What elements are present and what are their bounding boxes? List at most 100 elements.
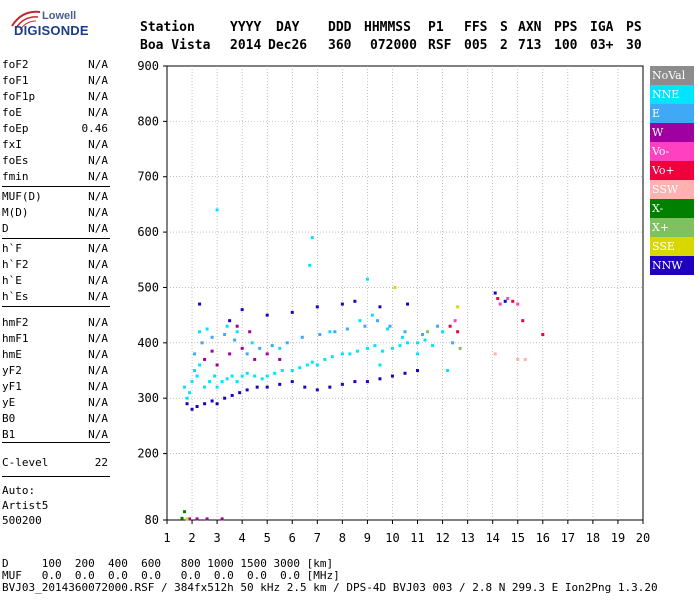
param-label: foEs — [2, 154, 29, 167]
param-row: hmE N/A — [2, 348, 108, 364]
param-row: foEs N/A — [2, 154, 108, 170]
data-point-nne — [355, 349, 359, 353]
x-tick-label: 3 — [213, 531, 220, 545]
data-point-nnw — [185, 402, 189, 406]
y-tick-label: 800 — [137, 114, 159, 128]
data-point-vo- — [456, 330, 460, 334]
param-label: hmE — [2, 348, 22, 361]
x-tick-label: 7 — [314, 531, 321, 545]
param-label: foF2 — [2, 58, 29, 71]
data-point-nnw — [390, 374, 394, 378]
param-row: h`E N/A — [2, 274, 108, 290]
param-label: h`F — [2, 242, 22, 255]
header-label: DDD — [328, 20, 352, 35]
autoscale-line: Auto: — [2, 484, 36, 497]
header-value: 30 — [626, 38, 642, 53]
data-point-nne — [390, 346, 394, 350]
param-value: N/A — [88, 316, 108, 329]
data-point-nne — [195, 374, 199, 378]
param-row: fxI N/A — [2, 138, 108, 154]
param-value: N/A — [88, 154, 108, 167]
data-point-w — [210, 349, 214, 353]
param-value: N/A — [88, 106, 108, 119]
x-tick-label: 12 — [435, 531, 449, 545]
x-tick-label: 15 — [511, 531, 525, 545]
data-point-nne — [235, 380, 239, 384]
param-row: yF1 N/A — [2, 380, 108, 396]
param-value: N/A — [88, 412, 108, 425]
data-point-nne — [250, 341, 254, 345]
data-point-nne — [215, 208, 219, 212]
data-point-nne — [423, 338, 427, 342]
data-point-e — [200, 341, 204, 345]
x-tick-label: 4 — [239, 531, 246, 545]
data-point-vo- — [448, 324, 452, 328]
param-label: fxI — [2, 138, 22, 151]
data-point-w — [195, 517, 199, 521]
data-point-nne — [265, 374, 269, 378]
param-separator — [2, 186, 110, 187]
data-point-nnw — [340, 382, 344, 386]
data-point-nnw — [210, 399, 214, 403]
param-value: 0.46 — [81, 122, 109, 135]
data-point-w — [265, 352, 269, 356]
param-row: h`Es N/A — [2, 290, 108, 306]
footer-info: D 100 200 400 600 800 1000 1500 3000 [km… — [2, 558, 658, 594]
data-point-nnw — [353, 299, 357, 303]
data-point-nnw — [353, 380, 357, 384]
x-tick-label: 18 — [586, 531, 600, 545]
data-point-vo- — [498, 302, 502, 306]
data-point-nne — [208, 380, 212, 384]
param-label: yF2 — [2, 364, 22, 377]
legend-entry-x-: X+ — [650, 218, 694, 237]
data-point-e — [223, 333, 227, 337]
y-tick-label: 300 — [137, 391, 159, 405]
data-point-nnw — [278, 382, 282, 386]
data-point-ssw — [493, 352, 497, 356]
data-point-e — [318, 333, 322, 337]
data-point-sse — [393, 285, 397, 289]
header-value: 2 — [500, 38, 508, 53]
legend-entry-noval: NoVal — [650, 66, 694, 85]
data-point-nne — [446, 369, 450, 373]
legend-entry-w: W — [650, 123, 694, 142]
data-point-nne — [190, 380, 194, 384]
data-point-e — [421, 333, 425, 337]
param-label: B0 — [2, 412, 16, 425]
data-point-nne — [330, 355, 334, 359]
x-tick-label: 13 — [460, 531, 474, 545]
data-point-nne — [400, 335, 404, 339]
data-point-nne — [340, 352, 344, 356]
x-tick-label: 11 — [410, 531, 424, 545]
data-point-x- — [180, 516, 184, 520]
x-tick-label: 20 — [636, 531, 650, 545]
data-point-nne — [323, 357, 327, 361]
param-row: foEp 0.46 — [2, 122, 108, 138]
x-tick-label: 6 — [289, 531, 296, 545]
y-tick-label: 900 — [137, 59, 159, 73]
data-point-nne — [213, 374, 217, 378]
param-label: D — [2, 222, 9, 235]
data-point-nnw — [328, 385, 332, 389]
file-info-row: BVJ03_2014360072000.RSF / 384fx512h 50 k… — [2, 581, 658, 594]
data-point-x- — [426, 330, 430, 334]
legend-entry-nne: NNE — [650, 85, 694, 104]
data-point-w — [240, 346, 244, 350]
data-point-nne — [373, 344, 377, 348]
param-value: N/A — [88, 274, 108, 287]
x-tick-label: 5 — [264, 531, 271, 545]
header-label: YYYY — [230, 20, 262, 35]
data-point-nne — [298, 366, 302, 370]
y-tick-label: 500 — [137, 280, 159, 294]
param-value: N/A — [88, 258, 108, 271]
data-point-w — [248, 330, 252, 334]
header-value: RSF — [428, 38, 452, 53]
x-tick-label: 2 — [188, 531, 195, 545]
x-tick-label: 16 — [536, 531, 550, 545]
y-tick-label: 200 — [137, 447, 159, 461]
param-label: C-level — [2, 456, 49, 469]
param-value: N/A — [88, 242, 108, 255]
param-label: foE — [2, 106, 22, 119]
data-point-nnw — [238, 391, 242, 395]
data-point-nne — [398, 344, 402, 348]
